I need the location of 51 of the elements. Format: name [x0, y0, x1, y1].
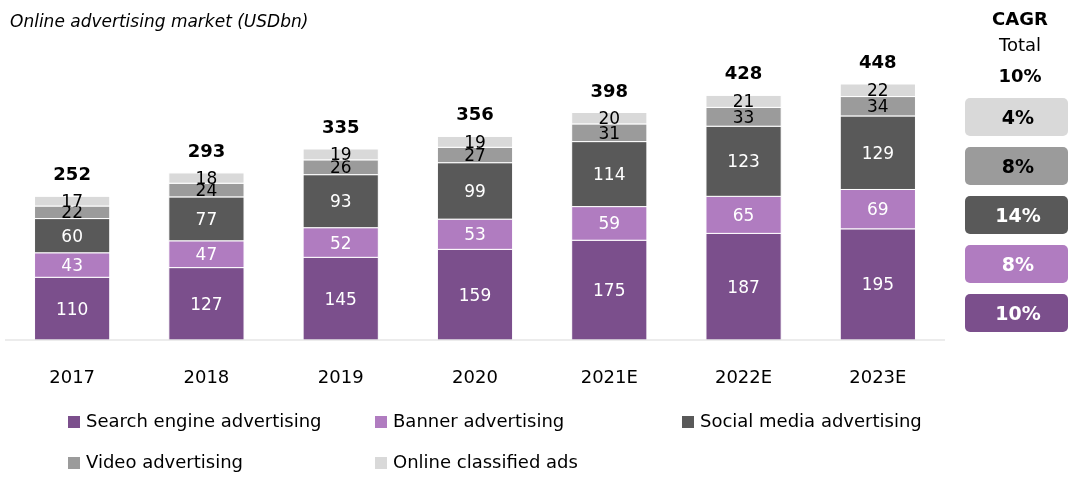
- total-label: 335: [321, 116, 360, 137]
- legend-label: Video advertising: [86, 451, 244, 472]
- data-label: 114: [593, 164, 626, 185]
- data-label: 127: [190, 293, 223, 314]
- data-label: 53: [464, 224, 486, 245]
- data-label: 175: [593, 280, 626, 301]
- data-label: 187: [727, 276, 760, 297]
- data-label: 60: [61, 225, 83, 246]
- x-tick-label: 2021E: [580, 366, 638, 387]
- data-label: 52: [329, 232, 352, 253]
- data-label: 93: [329, 191, 352, 212]
- total-label: 428: [724, 62, 763, 84]
- data-label: 99: [464, 180, 486, 201]
- x-tick-label: 2023E: [849, 366, 907, 387]
- legend-label: Online classified ads: [393, 451, 578, 472]
- x-tick-label: 2022E: [714, 366, 773, 387]
- text: 8%: [1001, 253, 1035, 275]
- data-label: 47: [195, 244, 218, 265]
- data-label: 123: [727, 151, 760, 172]
- text: 10%: [995, 302, 1041, 324]
- x-tick-label: 2019: [317, 366, 364, 387]
- text: 4%: [1001, 106, 1035, 128]
- data-label: 33: [732, 106, 755, 127]
- data-label: 59: [598, 213, 621, 234]
- data-label: 159: [458, 284, 492, 305]
- data-label: 43: [61, 255, 83, 276]
- total-label: 293: [187, 139, 226, 161]
- text: CAGR: [992, 8, 1049, 29]
- data-label: 77: [195, 208, 218, 229]
- text: Total: [997, 34, 1042, 55]
- data-label: 129: [861, 142, 895, 163]
- total-label: 398: [590, 79, 629, 101]
- legend-label: Banner advertising: [393, 410, 565, 431]
- text: 14%: [995, 204, 1041, 226]
- total-label: 252: [53, 163, 91, 185]
- text: 10%: [998, 65, 1042, 86]
- data-label: 69: [867, 199, 889, 220]
- data-label: 34: [867, 96, 889, 117]
- x-tick-label: 2017: [49, 366, 96, 387]
- chart-title: Online advertising market (USDbn): [10, 11, 309, 31]
- legend-label: Social media advertising: [700, 410, 922, 431]
- data-label: 65: [732, 204, 755, 225]
- total-label: 448: [859, 51, 897, 72]
- data-label: 145: [324, 288, 357, 309]
- x-tick-label: 2020: [452, 366, 498, 387]
- total-label: 356: [456, 103, 494, 125]
- text: 8%: [1001, 155, 1035, 177]
- data-label: 195: [861, 274, 895, 295]
- x-tick-label: 2018: [183, 366, 230, 387]
- data-label: 110: [55, 298, 89, 319]
- legend-label: Search engine advertising: [86, 410, 322, 431]
